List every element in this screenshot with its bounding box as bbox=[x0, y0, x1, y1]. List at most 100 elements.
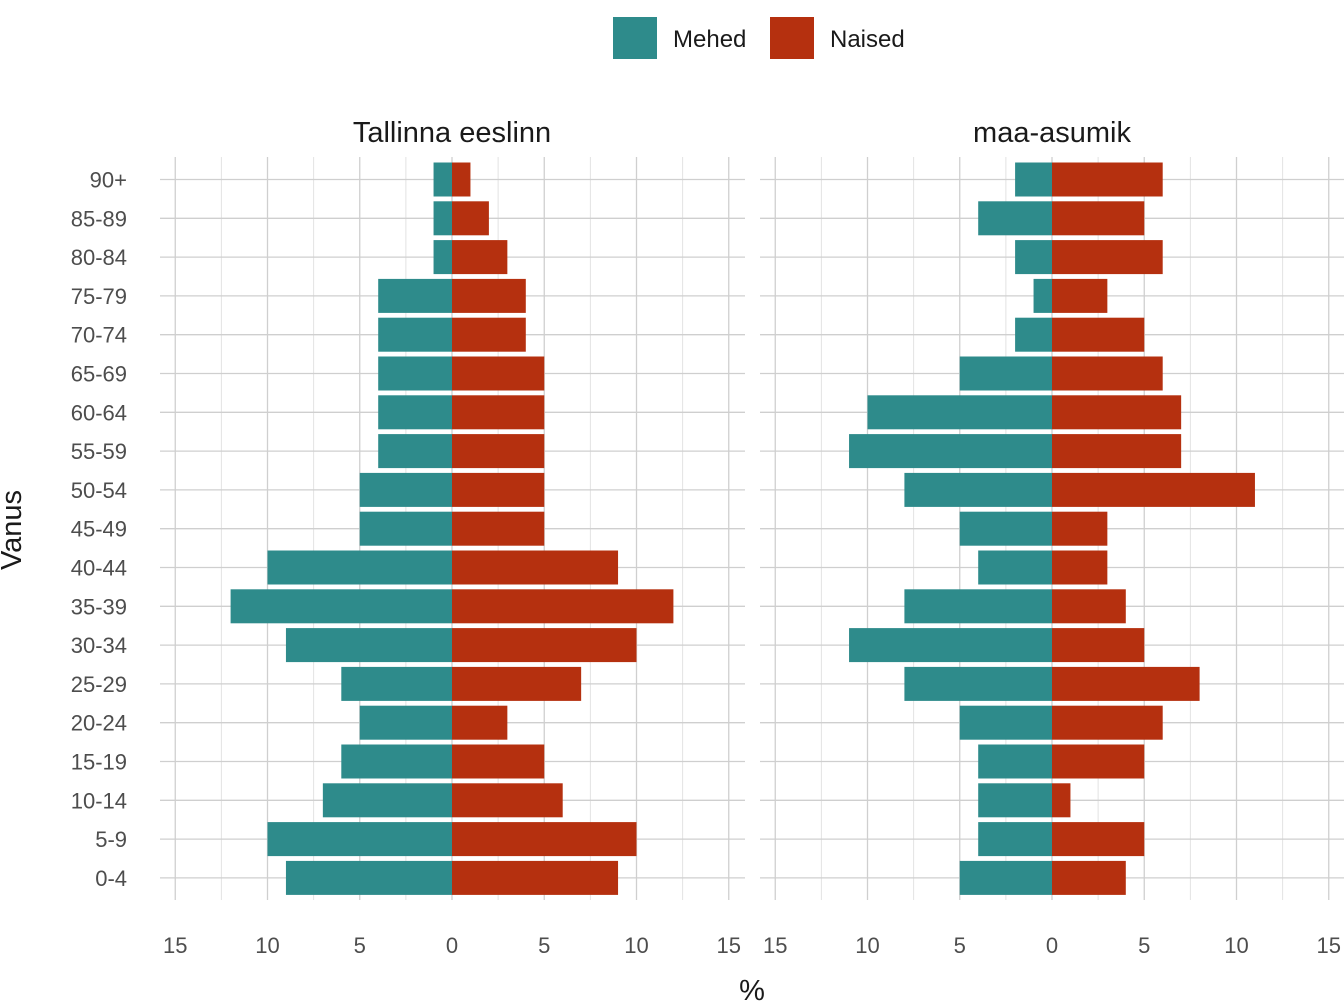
bar-mehed bbox=[359, 705, 452, 740]
x-tick-label: 5 bbox=[354, 933, 366, 958]
bar-mehed bbox=[433, 240, 452, 275]
bar-mehed bbox=[433, 162, 452, 197]
y-tick-label: 10-14 bbox=[71, 788, 127, 813]
bar-naised bbox=[1052, 434, 1182, 469]
bar-naised bbox=[1052, 317, 1145, 352]
bar-mehed bbox=[959, 860, 1052, 895]
bar-naised bbox=[1052, 395, 1182, 430]
bar-naised bbox=[1052, 356, 1163, 391]
y-tick-label: 25-29 bbox=[71, 672, 127, 697]
panel-title: maa-asumik bbox=[973, 117, 1131, 149]
y-tick-label: 5-9 bbox=[95, 827, 127, 852]
bar-naised bbox=[1052, 240, 1163, 275]
bar-mehed bbox=[1015, 162, 1052, 197]
bar-mehed bbox=[978, 822, 1052, 857]
bar-mehed bbox=[867, 395, 1052, 430]
y-tick-label: 30-34 bbox=[71, 633, 127, 658]
bar-mehed bbox=[378, 434, 452, 469]
bar-naised bbox=[452, 783, 563, 818]
x-tick-label: 10 bbox=[255, 933, 279, 958]
bar-naised bbox=[452, 511, 545, 546]
y-tick-label: 15-19 bbox=[71, 750, 127, 775]
x-tick-label: 10 bbox=[855, 933, 879, 958]
y-tick-label: 70-74 bbox=[71, 323, 127, 348]
legend-label-naised: Naised bbox=[830, 26, 905, 53]
bar-naised bbox=[452, 240, 508, 275]
bar-naised bbox=[452, 434, 545, 469]
y-tick-label: 50-54 bbox=[71, 478, 127, 503]
y-tick-label: 80-84 bbox=[71, 245, 127, 270]
y-tick-label: 90+ bbox=[90, 168, 127, 193]
bar-naised bbox=[452, 666, 582, 701]
bar-mehed bbox=[959, 705, 1052, 740]
bar-mehed bbox=[285, 628, 452, 663]
bar-mehed bbox=[359, 511, 452, 546]
bar-mehed bbox=[378, 356, 452, 391]
bar-mehed bbox=[849, 434, 1052, 469]
bar-naised bbox=[452, 201, 489, 236]
bar-mehed bbox=[378, 395, 452, 430]
x-tick-label: 5 bbox=[1138, 933, 1150, 958]
bar-naised bbox=[1052, 822, 1145, 857]
bar-naised bbox=[1052, 511, 1108, 546]
bar-mehed bbox=[378, 278, 452, 313]
bar-mehed bbox=[904, 666, 1052, 701]
legend-swatch-naised bbox=[770, 17, 814, 59]
bar-mehed bbox=[433, 201, 452, 236]
bar-mehed bbox=[959, 356, 1052, 391]
bar-naised bbox=[1052, 472, 1255, 507]
bar-mehed bbox=[978, 783, 1052, 818]
y-axis-title: Vanus bbox=[0, 490, 28, 570]
bar-mehed bbox=[1015, 240, 1052, 275]
legend-swatch-mehed bbox=[613, 17, 657, 59]
bar-mehed bbox=[978, 550, 1052, 585]
y-tick-label: 65-69 bbox=[71, 362, 127, 387]
bar-naised bbox=[452, 317, 526, 352]
x-tick-label: 10 bbox=[1224, 933, 1248, 958]
bar-mehed bbox=[230, 589, 452, 624]
bar-mehed bbox=[341, 666, 452, 701]
x-tick-label: 15 bbox=[763, 933, 787, 958]
bar-mehed bbox=[959, 511, 1052, 546]
bar-naised bbox=[452, 705, 508, 740]
y-tick-label: 55-59 bbox=[71, 439, 127, 464]
bar-naised bbox=[1052, 744, 1145, 779]
bar-naised bbox=[452, 356, 545, 391]
panel-title: Tallinna eeslinn bbox=[353, 117, 551, 149]
x-tick-label: 0 bbox=[446, 933, 458, 958]
x-tick-label: 15 bbox=[163, 933, 187, 958]
bar-naised bbox=[1052, 589, 1126, 624]
legend-label-mehed: Mehed bbox=[673, 26, 746, 53]
y-tick-label: 45-49 bbox=[71, 517, 127, 542]
bar-naised bbox=[452, 822, 637, 857]
y-tick-label: 40-44 bbox=[71, 556, 127, 581]
bar-naised bbox=[452, 628, 637, 663]
bar-mehed bbox=[378, 317, 452, 352]
bar-mehed bbox=[267, 550, 452, 585]
bar-mehed bbox=[904, 472, 1052, 507]
bar-mehed bbox=[1015, 317, 1052, 352]
bar-naised bbox=[1052, 783, 1071, 818]
bar-mehed bbox=[285, 860, 452, 895]
bar-naised bbox=[1052, 860, 1126, 895]
bar-naised bbox=[452, 472, 545, 507]
bar-naised bbox=[452, 550, 619, 585]
x-axis-title: % bbox=[739, 975, 765, 1007]
bar-naised bbox=[452, 162, 471, 197]
y-tick-label: 0-4 bbox=[95, 866, 127, 891]
bar-mehed bbox=[1033, 278, 1052, 313]
x-tick-label: 10 bbox=[624, 933, 648, 958]
x-tick-label: 0 bbox=[1046, 933, 1058, 958]
x-tick-label: 5 bbox=[954, 933, 966, 958]
y-tick-label: 85-89 bbox=[71, 206, 127, 231]
bar-naised bbox=[1052, 162, 1163, 197]
bar-mehed bbox=[322, 783, 452, 818]
bar-naised bbox=[1052, 550, 1108, 585]
x-tick-label: 5 bbox=[538, 933, 550, 958]
bar-naised bbox=[1052, 705, 1163, 740]
bar-mehed bbox=[849, 628, 1052, 663]
bar-naised bbox=[452, 860, 619, 895]
bar-mehed bbox=[267, 822, 452, 857]
